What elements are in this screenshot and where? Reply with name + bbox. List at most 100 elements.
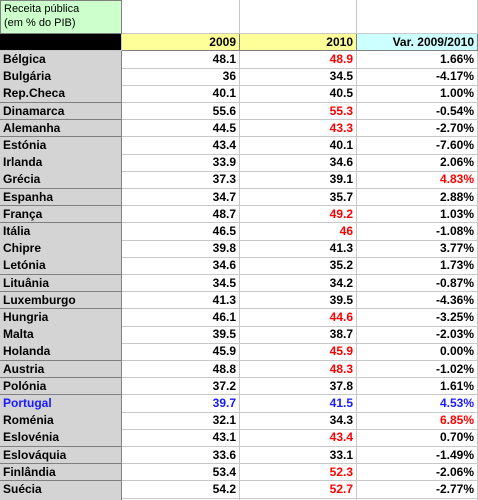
empty-cell: [240, 0, 357, 34]
value-cell: 39.8: [122, 240, 240, 258]
value-cell: 48.9: [240, 51, 357, 69]
country-name: Alemanha: [0, 119, 122, 138]
value-cell: 1.61%: [357, 377, 478, 396]
country-name: Bélgica: [0, 51, 122, 69]
value-cell: 37.8: [240, 377, 357, 396]
country-name: Espanha: [0, 188, 122, 207]
value-cell: 46.1: [122, 309, 240, 327]
country-name: Bulgária: [0, 68, 122, 86]
value-cell: -4.36%: [357, 291, 478, 310]
value-cell: -2.03%: [357, 326, 478, 344]
country-name: Portugal: [0, 395, 122, 413]
value-cell: 37.3: [122, 171, 240, 190]
value-cell: -0.54%: [357, 102, 478, 121]
value-cell: 41.5: [240, 395, 357, 413]
country-name: Austria: [0, 360, 122, 379]
table-title: Receita pública (em % do PIB): [0, 0, 122, 34]
value-cell: 34.2: [240, 274, 357, 293]
value-cell: 34.5: [240, 68, 357, 86]
value-cell: 34.7: [122, 188, 240, 207]
value-cell: 45.9: [122, 343, 240, 362]
value-cell: 33.9: [122, 154, 240, 172]
value-cell: -3.25%: [357, 309, 478, 327]
value-cell: 2.88%: [357, 188, 478, 207]
value-cell: 49.2: [240, 205, 357, 224]
country-name: Estónia: [0, 137, 122, 155]
country-name: Lituânia: [0, 274, 122, 293]
value-cell: 40.5: [240, 85, 357, 104]
value-cell: 0.00%: [357, 343, 478, 362]
value-cell: 48.3: [240, 360, 357, 379]
value-cell: -1.08%: [357, 223, 478, 241]
country-name: Hungria: [0, 309, 122, 327]
value-cell: -1.49%: [357, 446, 478, 465]
value-cell: 34.6: [240, 154, 357, 172]
value-cell: 54.2: [122, 481, 240, 499]
value-cell: 2.06%: [357, 154, 478, 172]
country-name: Irlanda: [0, 154, 122, 172]
value-cell: 4.83%: [357, 171, 478, 190]
country-name: Malta: [0, 326, 122, 344]
value-cell: 55.6: [122, 102, 240, 121]
value-cell: 43.1: [122, 429, 240, 448]
value-cell: 46.5: [122, 223, 240, 241]
value-cell: 35.7: [240, 188, 357, 207]
country-name: Polónia: [0, 377, 122, 396]
value-cell: 41.3: [240, 240, 357, 258]
value-cell: 48.1: [122, 51, 240, 69]
value-cell: -2.70%: [357, 119, 478, 138]
value-cell: 3.77%: [357, 240, 478, 258]
value-cell: 33.1: [240, 446, 357, 465]
value-cell: 44.6: [240, 309, 357, 327]
value-cell: 1.00%: [357, 85, 478, 104]
value-cell: 34.6: [122, 257, 240, 276]
value-cell: 1.66%: [357, 51, 478, 69]
value-cell: 39.5: [122, 326, 240, 344]
value-cell: 53.4: [122, 463, 240, 482]
empty-cell: [357, 0, 478, 34]
value-cell: -0.87%: [357, 274, 478, 293]
column-header: Var. 2009/2010: [357, 34, 478, 51]
country-name: Grécia: [0, 171, 122, 190]
value-cell: 0.70%: [357, 429, 478, 448]
value-cell: 43.3: [240, 119, 357, 138]
value-cell: 40.1: [240, 137, 357, 155]
value-cell: 35.2: [240, 257, 357, 276]
country-name: Holanda: [0, 343, 122, 362]
value-cell: -1.02%: [357, 360, 478, 379]
value-cell: 44.5: [122, 119, 240, 138]
value-cell: 46: [240, 223, 357, 241]
value-cell: 34.5: [122, 274, 240, 293]
column-header: 2010: [240, 34, 357, 51]
value-cell: 34.3: [240, 412, 357, 430]
value-cell: -2.06%: [357, 463, 478, 482]
value-cell: 37.2: [122, 377, 240, 396]
value-cell: 38.7: [240, 326, 357, 344]
value-cell: -7.60%: [357, 137, 478, 155]
country-name: Letónia: [0, 257, 122, 276]
country-name: Eslovénia: [0, 429, 122, 448]
value-cell: 40.1: [122, 85, 240, 104]
value-cell: 33.6: [122, 446, 240, 465]
value-cell: 6.85%: [357, 412, 478, 430]
value-cell: 43.4: [122, 137, 240, 155]
country-name: Dinamarca: [0, 102, 122, 121]
value-cell: -2.77%: [357, 481, 478, 499]
column-header: 2009: [122, 34, 240, 51]
empty-cell: [122, 0, 240, 34]
value-cell: 55.3: [240, 102, 357, 121]
value-cell: -4.17%: [357, 68, 478, 86]
value-cell: 48.8: [122, 360, 240, 379]
value-cell: 52.3: [240, 463, 357, 482]
header-corner: [0, 34, 122, 51]
country-name: Rep.Checa: [0, 85, 122, 104]
value-cell: 52.7: [240, 481, 357, 499]
value-cell: 39.1: [240, 171, 357, 190]
country-name: Suécia: [0, 481, 122, 499]
country-name: Roménia: [0, 412, 122, 430]
country-name: Itália: [0, 223, 122, 241]
country-name: Eslováquia: [0, 446, 122, 465]
country-name: Chipre: [0, 240, 122, 258]
value-cell: 43.4: [240, 429, 357, 448]
